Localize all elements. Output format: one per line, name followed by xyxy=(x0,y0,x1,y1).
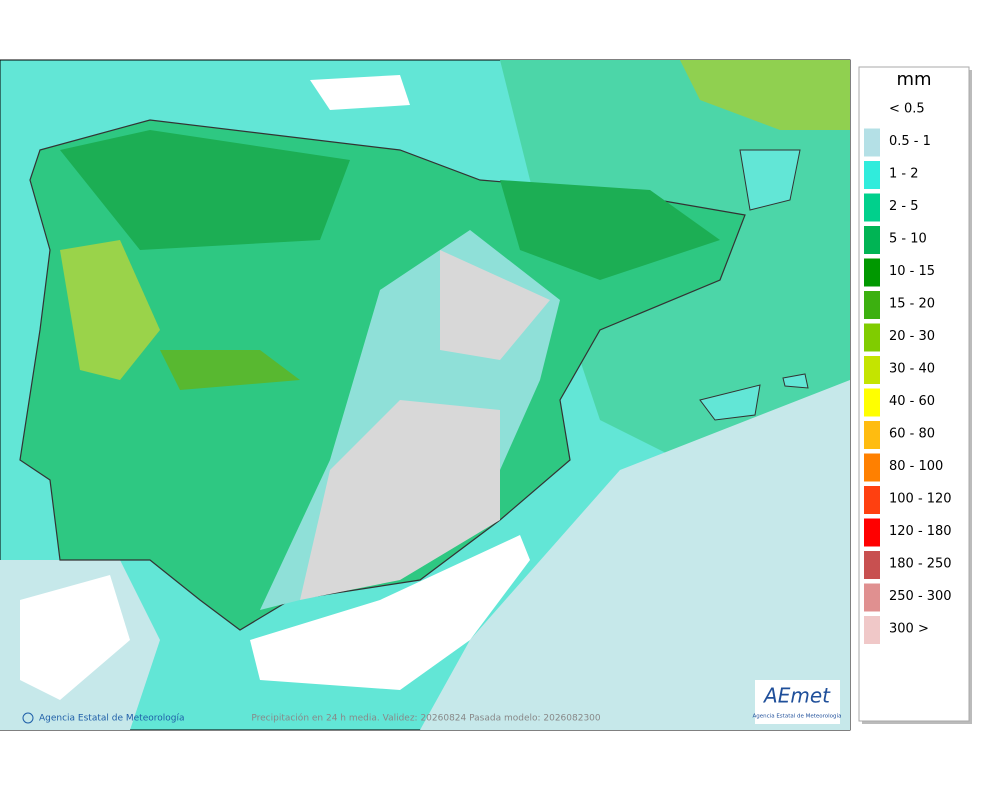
legend-label: 30 - 40 xyxy=(889,362,935,377)
legend: mm < 0.5 0.5 - 1 1 - 2 2 - 5 5 - 10 10 - 15 15… xyxy=(858,66,972,724)
island xyxy=(699,384,761,421)
legend-swatch xyxy=(864,258,880,287)
copyright-icon xyxy=(22,712,34,724)
legend-label: 0.5 - 1 xyxy=(889,134,931,149)
no-rain xyxy=(310,75,410,110)
no-rain xyxy=(20,575,130,700)
legend-swatch xyxy=(864,583,880,612)
legend-label: 10 - 15 xyxy=(889,264,935,279)
legend-swatch xyxy=(864,551,880,579)
legend-label: 15 - 20 xyxy=(889,297,935,312)
rain-moderate xyxy=(60,130,350,250)
legend-swatch xyxy=(864,226,880,254)
credit: Agencia Estatal de Meteorología xyxy=(39,714,185,724)
legend-label: 180 - 250 xyxy=(889,557,952,572)
no-rain xyxy=(250,535,530,690)
legend-label: 5 - 10 xyxy=(889,232,927,247)
caption: Precipitación en 24 h media. Validez: 20… xyxy=(251,713,601,724)
legend-swatch xyxy=(864,421,880,449)
legend-label: 100 - 120 xyxy=(889,492,952,507)
rain-heavy xyxy=(160,350,300,390)
legend-swatch xyxy=(864,356,880,384)
legend-swatch xyxy=(864,161,880,189)
legend-swatch xyxy=(864,486,880,514)
legend-swatch xyxy=(864,518,880,547)
legend-label: 300 > xyxy=(889,622,929,637)
legend-swatch xyxy=(864,323,880,352)
legend-title: mm xyxy=(896,69,931,90)
logo-box xyxy=(755,680,840,724)
legend-swatch xyxy=(864,388,880,417)
legend-label: 80 - 100 xyxy=(889,459,943,474)
logo: AEmet xyxy=(762,684,831,708)
legend-label: 250 - 300 xyxy=(889,589,952,604)
legend-label: 40 - 60 xyxy=(889,394,935,409)
rain-heavy xyxy=(680,60,850,130)
legend-label: < 0.5 xyxy=(889,102,925,117)
corsica xyxy=(739,149,801,211)
legend-swatch xyxy=(864,193,880,222)
legend-swatch xyxy=(864,128,880,157)
rain-heavy xyxy=(60,240,160,380)
island xyxy=(782,373,809,389)
legend-label: 1 - 2 xyxy=(889,167,919,182)
logo-subtitle: Agencia Estatal de Meteorología xyxy=(753,713,842,720)
legend-label: 20 - 30 xyxy=(889,329,935,344)
legend-swatch xyxy=(864,453,880,482)
map: Agencia Estatal de Meteorología Precipit… xyxy=(0,59,851,731)
legend-swatch xyxy=(864,291,880,319)
legend-label: 2 - 5 xyxy=(889,199,919,214)
rain-moderate xyxy=(500,180,720,280)
legend-label: 120 - 180 xyxy=(889,524,952,539)
legend-label: 60 - 80 xyxy=(889,427,935,442)
legend-swatch xyxy=(864,616,880,644)
no-rain-land xyxy=(300,250,550,600)
dry-sea xyxy=(420,380,850,730)
